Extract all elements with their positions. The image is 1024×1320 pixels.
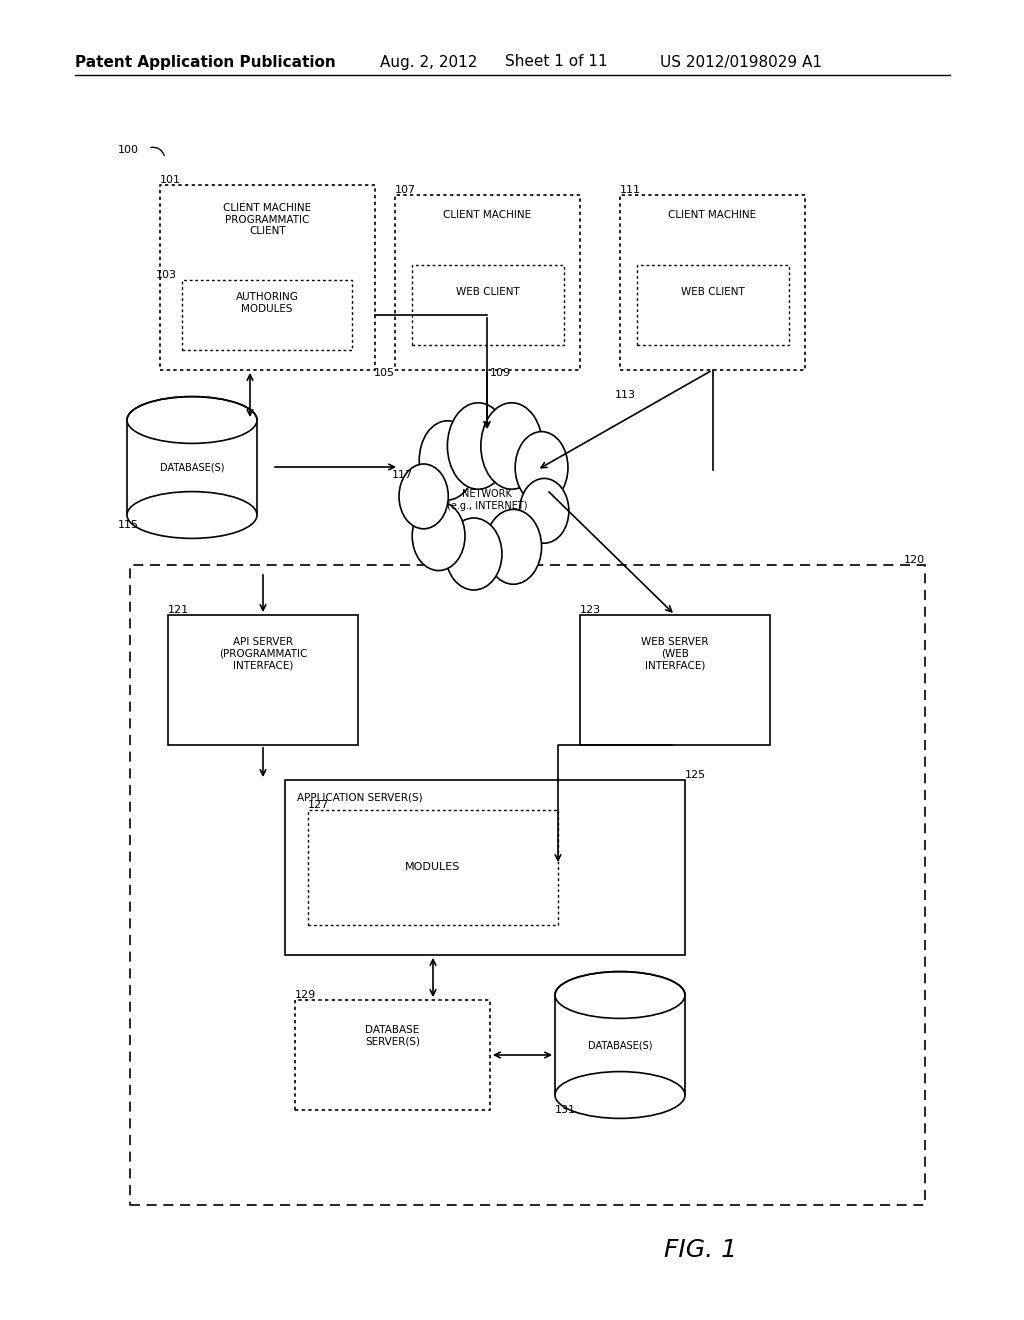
Text: 117: 117 bbox=[392, 470, 413, 480]
Text: 115: 115 bbox=[118, 520, 139, 531]
Text: 125: 125 bbox=[685, 770, 707, 780]
Text: Sheet 1 of 11: Sheet 1 of 11 bbox=[505, 54, 607, 70]
Text: 121: 121 bbox=[168, 605, 189, 615]
Bar bbox=[160, 185, 375, 370]
Ellipse shape bbox=[399, 465, 449, 529]
Text: CLIENT MACHINE
PROGRAMMATIC
CLIENT: CLIENT MACHINE PROGRAMMATIC CLIENT bbox=[223, 203, 311, 236]
Bar bbox=[182, 280, 352, 350]
Text: WEB SERVER
(WEB
INTERFACE): WEB SERVER (WEB INTERFACE) bbox=[641, 638, 709, 671]
Bar bbox=[637, 265, 790, 345]
Text: DATABASE(S): DATABASE(S) bbox=[160, 462, 224, 473]
Bar bbox=[555, 995, 685, 1096]
Bar bbox=[395, 195, 580, 370]
Text: AUTHORING
MODULES: AUTHORING MODULES bbox=[236, 292, 298, 314]
Bar bbox=[412, 265, 564, 345]
Text: DATABASE(S): DATABASE(S) bbox=[588, 1040, 652, 1049]
Text: 113: 113 bbox=[615, 389, 636, 400]
Text: NETWORK
(e.g., INTERNET): NETWORK (e.g., INTERNET) bbox=[446, 490, 527, 511]
Text: 129: 129 bbox=[295, 990, 316, 1001]
Bar bbox=[308, 810, 558, 925]
Text: 123: 123 bbox=[580, 605, 601, 615]
Text: 100: 100 bbox=[118, 145, 139, 154]
Text: 109: 109 bbox=[490, 368, 511, 378]
Ellipse shape bbox=[515, 432, 568, 504]
Text: DATABASE
SERVER(S): DATABASE SERVER(S) bbox=[365, 1026, 420, 1047]
Bar bbox=[127, 420, 257, 515]
Text: MODULES: MODULES bbox=[406, 862, 461, 873]
Bar bbox=[620, 195, 805, 370]
Text: 101: 101 bbox=[160, 176, 181, 185]
Text: 111: 111 bbox=[620, 185, 641, 195]
Text: Aug. 2, 2012: Aug. 2, 2012 bbox=[380, 54, 477, 70]
Text: APPLICATION SERVER(S): APPLICATION SERVER(S) bbox=[297, 792, 423, 803]
Ellipse shape bbox=[127, 396, 257, 444]
Text: 120: 120 bbox=[904, 554, 925, 565]
Text: 105: 105 bbox=[374, 368, 395, 378]
Ellipse shape bbox=[555, 1072, 685, 1118]
Text: 103: 103 bbox=[156, 271, 177, 280]
Text: CLIENT MACHINE: CLIENT MACHINE bbox=[669, 210, 757, 220]
Text: WEB CLIENT: WEB CLIENT bbox=[681, 286, 744, 297]
Ellipse shape bbox=[413, 502, 465, 570]
Bar bbox=[295, 1001, 490, 1110]
Bar bbox=[285, 780, 685, 954]
Ellipse shape bbox=[555, 972, 685, 1019]
Ellipse shape bbox=[419, 421, 475, 500]
Ellipse shape bbox=[485, 510, 542, 585]
Text: FIG. 1: FIG. 1 bbox=[664, 1238, 736, 1262]
Ellipse shape bbox=[127, 491, 257, 539]
Text: 131: 131 bbox=[555, 1105, 575, 1115]
Text: Patent Application Publication: Patent Application Publication bbox=[75, 54, 336, 70]
Bar bbox=[168, 615, 358, 744]
Ellipse shape bbox=[447, 403, 509, 490]
Bar bbox=[580, 615, 770, 744]
Text: US 2012/0198029 A1: US 2012/0198029 A1 bbox=[660, 54, 822, 70]
Ellipse shape bbox=[519, 478, 569, 544]
Ellipse shape bbox=[445, 517, 502, 590]
Bar bbox=[130, 565, 925, 1205]
Ellipse shape bbox=[399, 428, 575, 572]
Text: API SERVER
(PROGRAMMATIC
INTERFACE): API SERVER (PROGRAMMATIC INTERFACE) bbox=[219, 638, 307, 671]
Text: WEB CLIENT: WEB CLIENT bbox=[456, 286, 520, 297]
Text: 107: 107 bbox=[395, 185, 416, 195]
Text: CLIENT MACHINE: CLIENT MACHINE bbox=[443, 210, 531, 220]
Text: 127: 127 bbox=[308, 800, 330, 810]
Ellipse shape bbox=[481, 403, 543, 490]
